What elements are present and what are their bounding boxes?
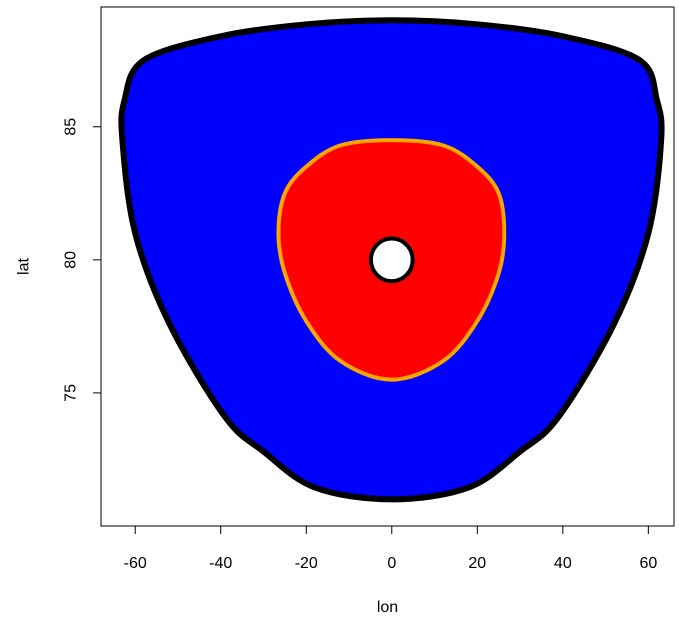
plot-area <box>118 17 665 503</box>
y-tick-label: 85 <box>63 118 80 136</box>
x-tick-label: 0 <box>387 555 396 572</box>
x-tick-label: 40 <box>554 555 572 572</box>
y-tick-label: 75 <box>63 384 80 402</box>
x-axis-label: lon <box>377 599 398 616</box>
x-tick-label: -60 <box>124 555 147 572</box>
x-axis: -60 -40 -20 0 20 40 60 <box>124 525 657 572</box>
x-tick-label: -40 <box>209 555 232 572</box>
y-tick-label: 80 <box>63 251 80 269</box>
inner-region <box>368 236 415 284</box>
x-tick-label: 60 <box>639 555 657 572</box>
x-tick-label: -20 <box>295 555 318 572</box>
x-tick-label: 20 <box>468 555 486 572</box>
y-axis-label: lat <box>16 258 33 275</box>
y-axis: 75 80 85 <box>63 118 102 402</box>
